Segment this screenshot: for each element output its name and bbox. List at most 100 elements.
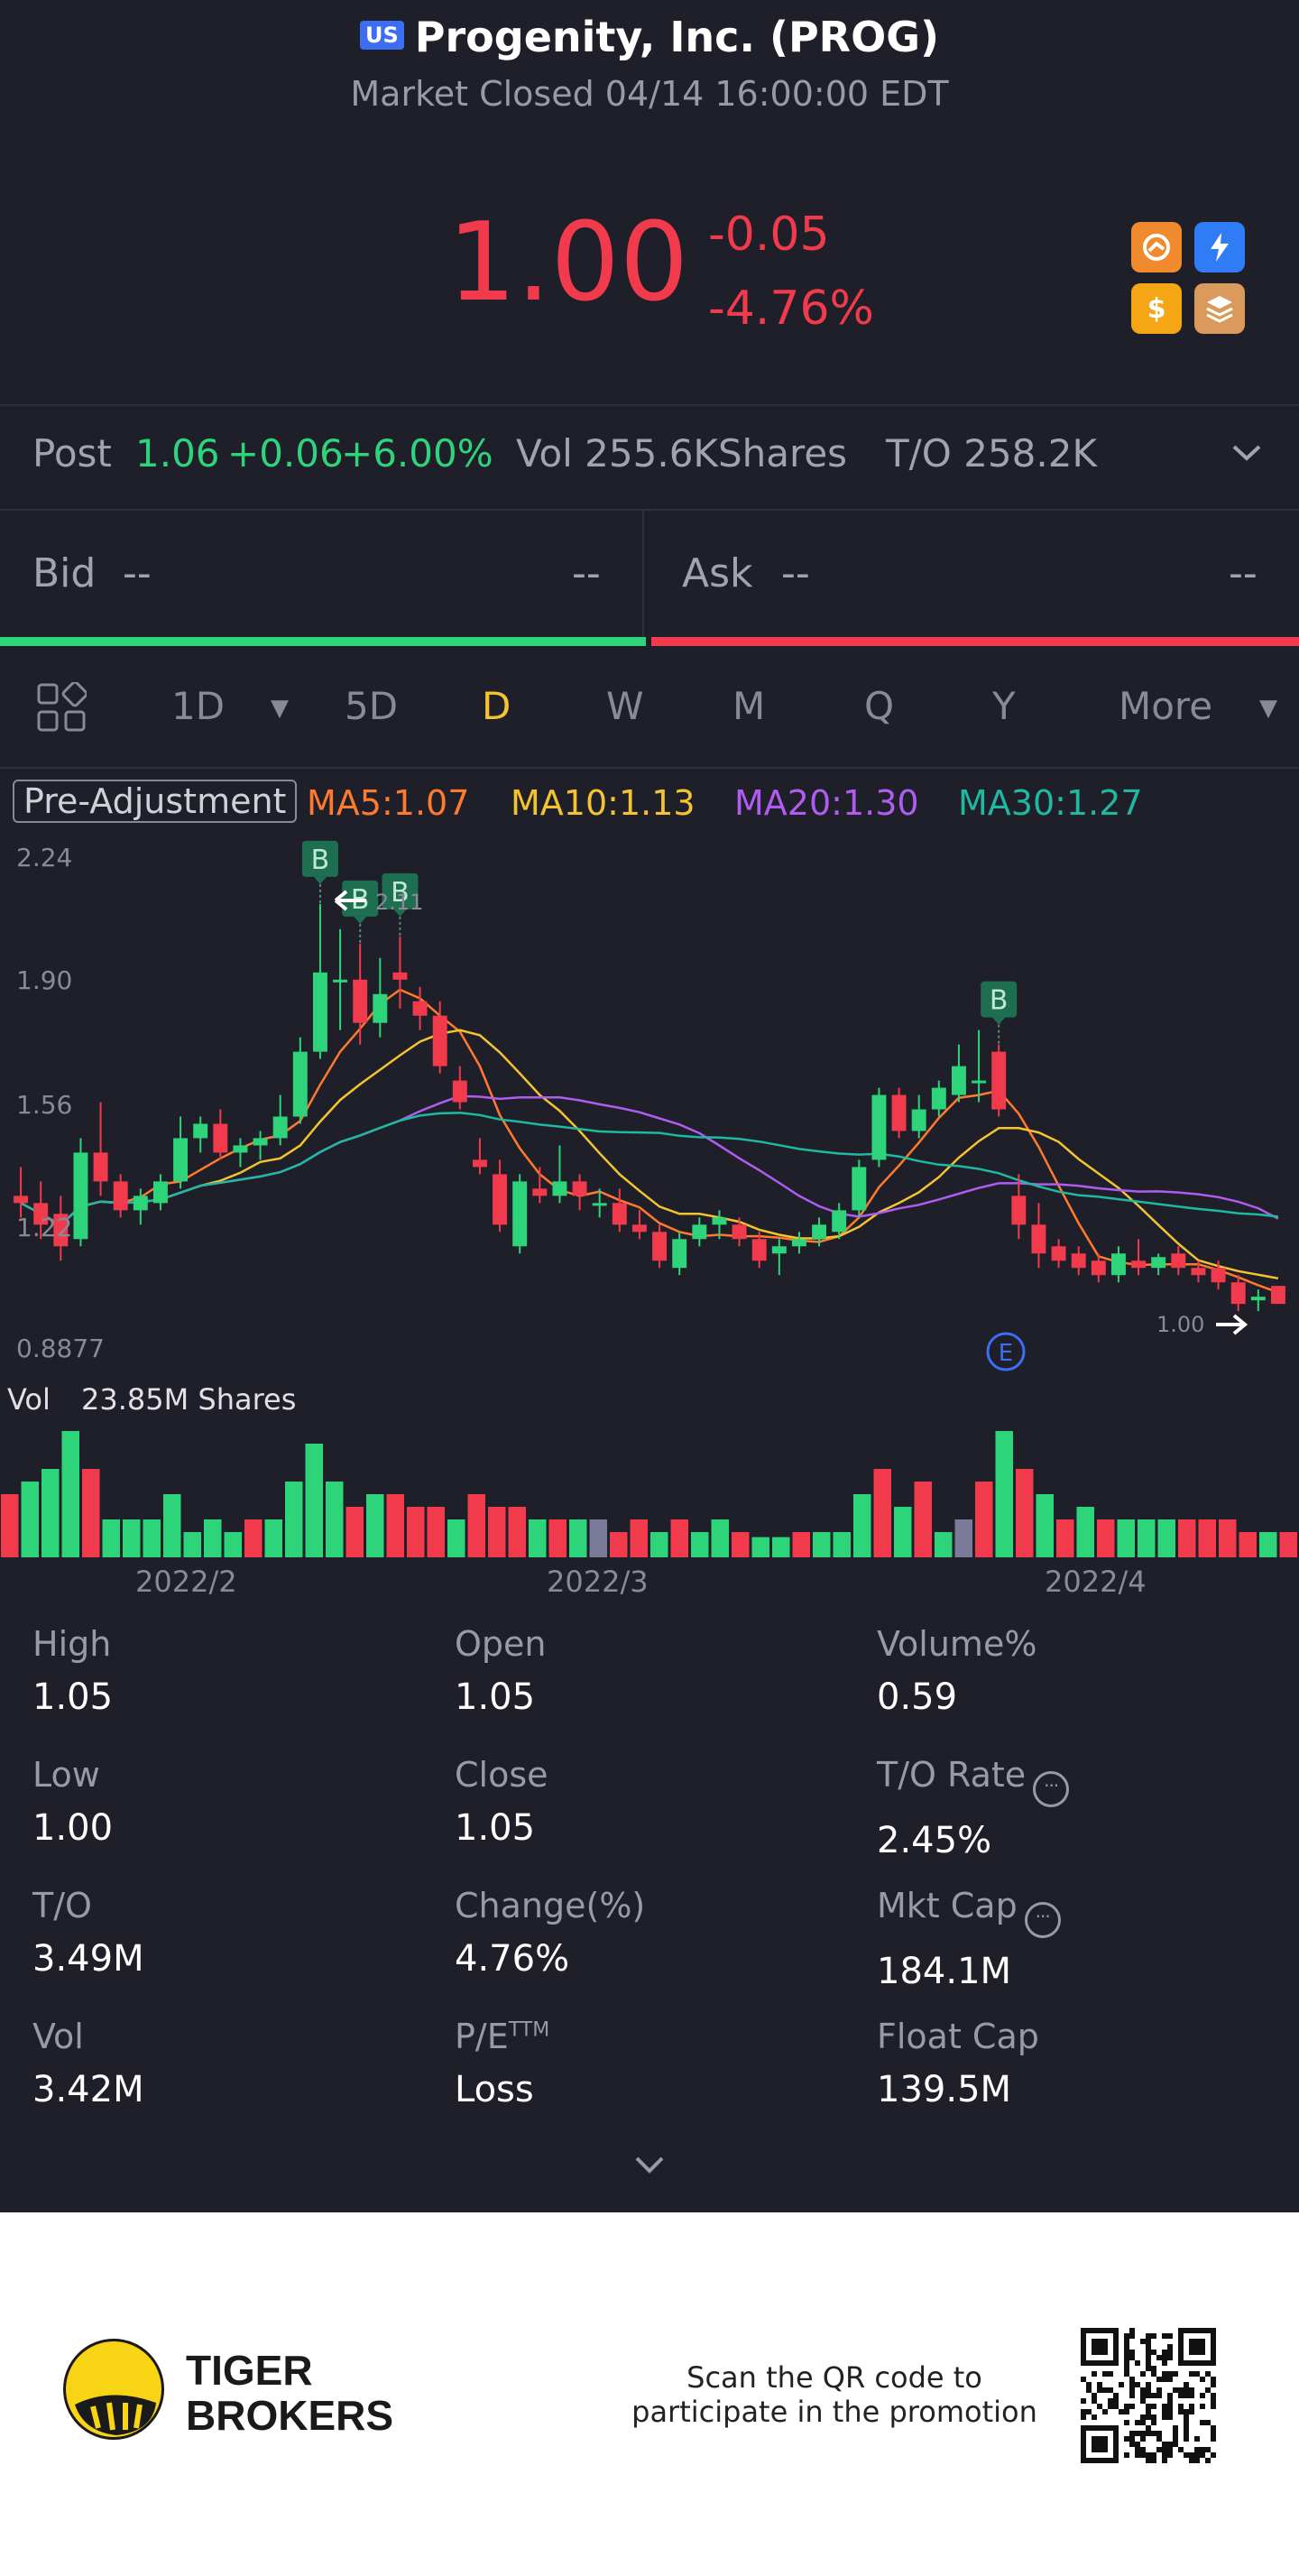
more-info-icon[interactable]: ··· (1024, 1902, 1061, 1938)
candle[interactable] (871, 1094, 887, 1160)
candle[interactable] (292, 1051, 308, 1117)
buy-marker[interactable]: B (981, 981, 1018, 1045)
candle[interactable] (991, 1051, 1007, 1110)
candle[interactable] (1031, 1224, 1046, 1254)
tab-quarter[interactable]: Q (864, 684, 895, 728)
candle[interactable] (652, 1232, 668, 1261)
candle[interactable] (512, 1181, 528, 1247)
candle[interactable] (732, 1224, 747, 1240)
lightning-icon[interactable] (1194, 222, 1245, 272)
buy-marker[interactable]: B (342, 880, 379, 944)
tab-month[interactable]: M (732, 684, 766, 728)
candle[interactable] (1110, 1253, 1126, 1276)
stack-icon[interactable] (1194, 283, 1245, 334)
candle[interactable] (552, 1181, 567, 1196)
candle[interactable] (572, 1181, 587, 1196)
candle[interactable] (832, 1210, 847, 1233)
candle[interactable] (392, 972, 408, 980)
candle[interactable] (412, 1001, 428, 1016)
candle[interactable] (972, 1080, 987, 1084)
candle[interactable] (493, 1174, 508, 1225)
candle[interactable] (951, 1066, 966, 1095)
candle[interactable] (852, 1167, 867, 1211)
tab-5d[interactable]: 5D (345, 684, 399, 728)
candle[interactable] (692, 1224, 707, 1240)
candle[interactable] (1051, 1246, 1066, 1261)
candle[interactable] (452, 1080, 467, 1103)
candle[interactable] (373, 993, 388, 1023)
candle[interactable] (333, 979, 348, 983)
candle[interactable] (891, 1094, 907, 1131)
candle[interactable] (33, 1203, 49, 1225)
candlestick-chart[interactable]: BB BB 2.24 1.90 1.56 1.22 0.8877 2.11 1.0… (0, 839, 1299, 1561)
candle[interactable] (472, 1159, 487, 1168)
pre-adjustment-toggle[interactable]: Pre-Adjustment (13, 780, 298, 823)
candle[interactable] (272, 1116, 288, 1139)
more-info-icon[interactable]: ··· (1033, 1771, 1070, 1807)
tab-year[interactable]: Y (992, 684, 1016, 728)
dollar-icon[interactable]: $ (1131, 283, 1182, 334)
candle[interactable] (193, 1123, 208, 1139)
candle[interactable] (751, 1239, 767, 1261)
earnings-icon[interactable] (986, 1332, 1026, 1371)
candle[interactable] (73, 1152, 88, 1240)
candle[interactable] (631, 1224, 647, 1233)
candle[interactable] (532, 1188, 548, 1196)
post-market-row[interactable]: Post 1.06 +0.06 +6.00% Vol 255.6KShares … (0, 404, 1299, 509)
candle[interactable] (113, 1181, 128, 1211)
tab-week[interactable]: W (606, 684, 644, 728)
ma30-line (20, 1112, 1279, 1226)
candle[interactable] (1151, 1257, 1166, 1269)
candle[interactable] (152, 1181, 168, 1204)
tab-day[interactable]: D (482, 684, 511, 728)
candle[interactable] (1091, 1260, 1106, 1276)
expand-chevron-icon[interactable] (631, 2147, 668, 2184)
candle[interactable] (1270, 1286, 1285, 1305)
candle[interactable] (812, 1224, 827, 1240)
candle[interactable] (1211, 1268, 1226, 1283)
candle[interactable] (1171, 1253, 1186, 1269)
candle[interactable] (1131, 1260, 1147, 1269)
candle[interactable] (1230, 1282, 1246, 1305)
candle[interactable] (1191, 1268, 1206, 1276)
tab-more[interactable]: More (1119, 684, 1213, 728)
volume-bar (1056, 1519, 1074, 1557)
buy-marker[interactable]: B (382, 873, 419, 937)
candle[interactable] (312, 972, 327, 1052)
candle[interactable] (712, 1217, 727, 1225)
candle[interactable] (771, 1246, 787, 1254)
candle[interactable] (233, 1145, 248, 1153)
volume-bar (143, 1519, 161, 1557)
candle[interactable] (672, 1239, 687, 1269)
volume-bar (21, 1482, 39, 1557)
candle[interactable] (253, 1138, 268, 1146)
candle[interactable] (592, 1203, 607, 1206)
candle[interactable] (53, 1214, 69, 1247)
buy-marker[interactable]: B (301, 840, 338, 904)
stat-volume-percent: Volume% 0.59 (877, 1624, 1037, 1718)
options-icon[interactable] (1131, 222, 1182, 272)
candle[interactable] (173, 1138, 189, 1182)
volume-bar (548, 1519, 567, 1557)
candle[interactable] (911, 1109, 926, 1131)
candle[interactable] (612, 1203, 627, 1225)
qr-code-icon[interactable] (1081, 2328, 1216, 2463)
candle[interactable] (213, 1123, 228, 1153)
candle[interactable] (1250, 1297, 1266, 1301)
candle[interactable] (93, 1152, 108, 1182)
tab-1d-dropdown-icon[interactable]: ▼ (271, 695, 289, 722)
layout-grid-icon[interactable] (36, 682, 87, 733)
volume-bar (954, 1519, 972, 1557)
candle[interactable] (353, 979, 368, 1023)
candle[interactable] (133, 1196, 148, 1211)
chevron-down-icon[interactable] (1230, 442, 1263, 464)
post-price: 1.06 (135, 431, 220, 475)
candle[interactable] (1071, 1253, 1086, 1269)
candle[interactable] (1011, 1196, 1027, 1225)
tab-1d[interactable]: 1D (171, 684, 226, 728)
candle[interactable] (931, 1087, 946, 1110)
candle[interactable] (432, 1015, 447, 1066)
more-dropdown-icon[interactable]: ▼ (1259, 695, 1277, 722)
candle[interactable] (14, 1196, 29, 1204)
candle[interactable] (791, 1239, 806, 1247)
